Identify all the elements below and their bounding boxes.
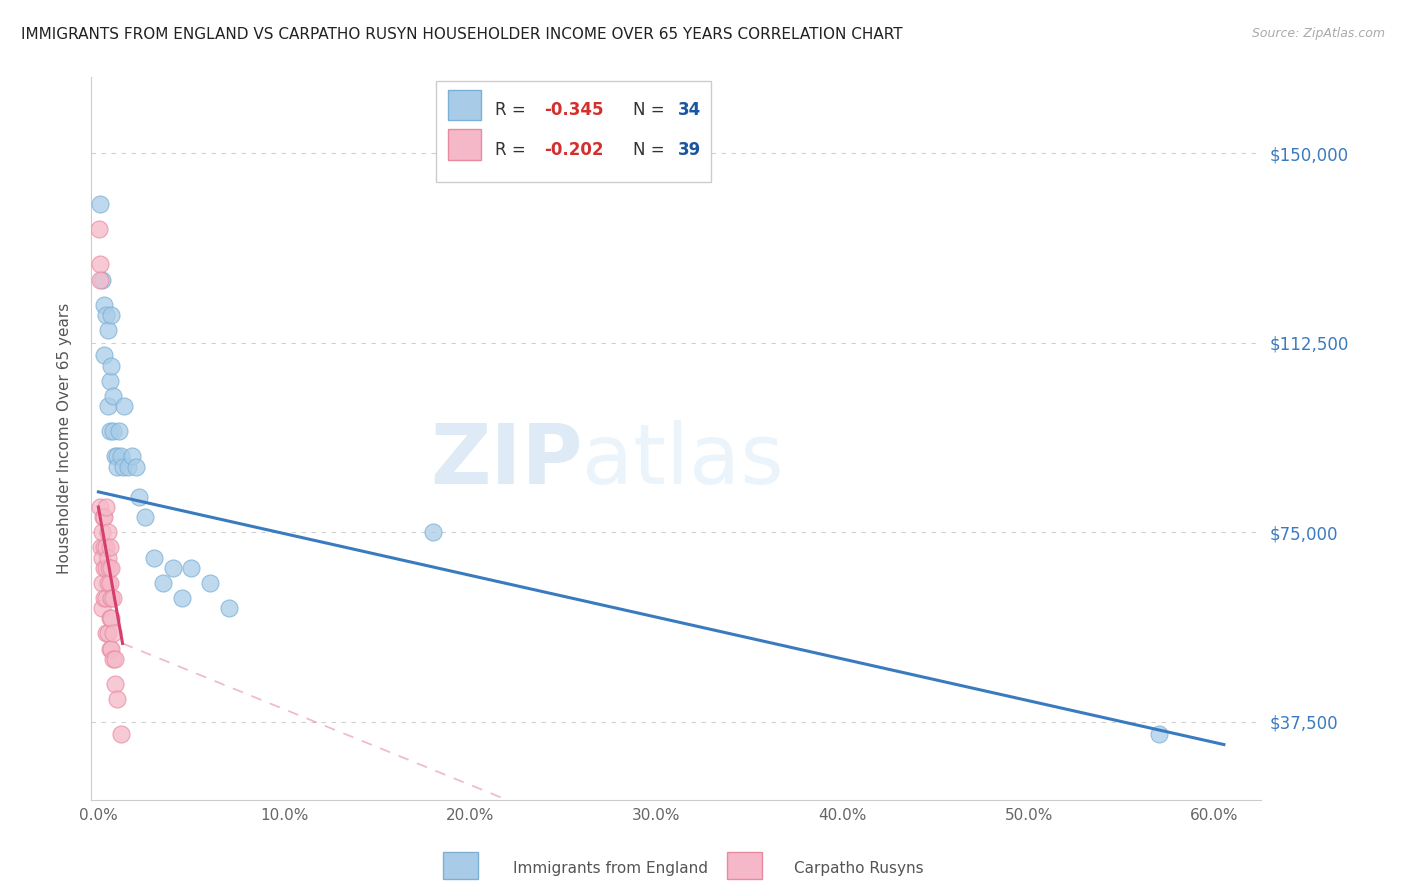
Text: 39: 39: [678, 141, 702, 159]
Point: [100, 560, 122, 574]
Point: [162, 560, 184, 574]
Point: [143, 550, 166, 565]
Text: R =: R =: [495, 101, 530, 120]
Point: [94, 541, 117, 555]
Point: [104, 450, 127, 464]
Point: [97, 575, 120, 590]
Point: [128, 490, 150, 504]
Point: [93, 591, 115, 605]
Text: -0.345: -0.345: [544, 101, 603, 120]
Point: [422, 525, 444, 540]
Point: [218, 601, 240, 615]
Text: ZIP: ZIP: [430, 420, 582, 501]
Point: [97, 550, 120, 565]
Point: [105, 450, 128, 464]
Point: [198, 575, 221, 590]
Point: [91, 525, 114, 540]
Y-axis label: Householder Income Over 65 years: Householder Income Over 65 years: [58, 303, 72, 574]
Point: [117, 459, 139, 474]
Point: [180, 560, 202, 574]
Point: [97, 323, 120, 337]
Point: [93, 298, 115, 312]
Point: [1147, 727, 1170, 741]
Point: [89, 272, 111, 286]
FancyBboxPatch shape: [449, 90, 481, 120]
Point: [100, 359, 122, 373]
Point: [93, 560, 115, 574]
Point: [98, 424, 121, 438]
Point: [100, 591, 122, 605]
Point: [112, 399, 135, 413]
Point: [97, 560, 120, 574]
Point: [98, 541, 121, 555]
Point: [91, 575, 114, 590]
Point: [94, 591, 117, 605]
Point: [94, 500, 117, 514]
Point: [98, 374, 121, 388]
Point: [100, 308, 122, 322]
Point: [104, 677, 127, 691]
Point: [97, 399, 120, 413]
Point: [94, 560, 117, 574]
Point: [110, 450, 132, 464]
Point: [98, 611, 121, 625]
Point: [91, 601, 114, 615]
Point: [91, 510, 114, 524]
Point: [94, 308, 117, 322]
Point: [91, 550, 114, 565]
Point: [105, 692, 128, 706]
Point: [98, 641, 121, 656]
Point: [134, 510, 156, 524]
Text: 34: 34: [678, 101, 702, 120]
Point: [100, 611, 122, 625]
Text: -0.202: -0.202: [544, 141, 603, 159]
Point: [89, 500, 111, 514]
Point: [111, 459, 134, 474]
Text: Source: ZipAtlas.com: Source: ZipAtlas.com: [1251, 27, 1385, 40]
Text: N =: N =: [633, 141, 669, 159]
Point: [97, 525, 120, 540]
Point: [94, 626, 117, 640]
Point: [98, 575, 121, 590]
Point: [103, 591, 125, 605]
Point: [100, 641, 122, 656]
Point: [103, 389, 125, 403]
Point: [91, 272, 114, 286]
Point: [89, 196, 111, 211]
Point: [121, 450, 143, 464]
Point: [108, 424, 131, 438]
Point: [110, 727, 132, 741]
Point: [105, 459, 128, 474]
Point: [103, 651, 125, 665]
Point: [103, 626, 125, 640]
Text: R =: R =: [495, 141, 530, 159]
Point: [172, 591, 194, 605]
Point: [93, 541, 115, 555]
Point: [104, 651, 127, 665]
Point: [103, 424, 125, 438]
Point: [93, 348, 115, 362]
FancyBboxPatch shape: [449, 129, 481, 160]
Text: IMMIGRANTS FROM ENGLAND VS CARPATHO RUSYN HOUSEHOLDER INCOME OVER 65 YEARS CORRE: IMMIGRANTS FROM ENGLAND VS CARPATHO RUSY…: [21, 27, 903, 42]
FancyBboxPatch shape: [436, 81, 711, 182]
Point: [93, 510, 115, 524]
Text: atlas: atlas: [582, 420, 785, 501]
Point: [89, 222, 111, 236]
Point: [124, 459, 146, 474]
Point: [90, 541, 112, 555]
Point: [89, 257, 111, 271]
Text: Immigrants from England: Immigrants from England: [513, 861, 709, 876]
Point: [152, 575, 174, 590]
Point: [97, 626, 120, 640]
Text: Carpatho Rusyns: Carpatho Rusyns: [794, 861, 924, 876]
Text: N =: N =: [633, 101, 669, 120]
